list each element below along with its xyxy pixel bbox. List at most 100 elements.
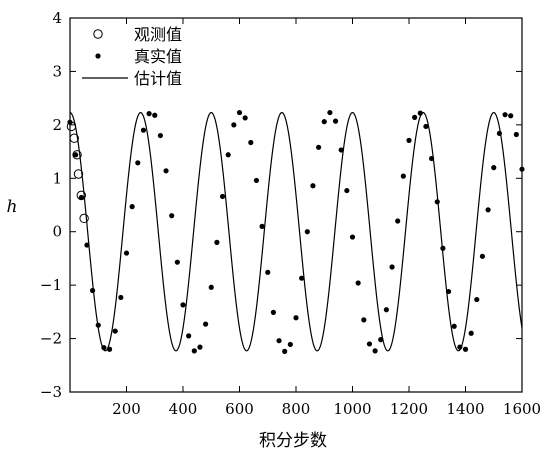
true-point xyxy=(191,348,197,354)
true-point xyxy=(282,348,288,354)
true-point xyxy=(479,253,486,259)
x-tick-label: 800 xyxy=(282,400,311,418)
true-point xyxy=(349,234,356,240)
true-point xyxy=(332,118,339,124)
true-point xyxy=(78,194,84,201)
y-tick-label: 1 xyxy=(52,169,62,187)
true-point xyxy=(287,341,293,348)
x-tick-label: 200 xyxy=(112,400,141,418)
true-point xyxy=(214,239,220,245)
x-axis-label: 积分步数 xyxy=(259,431,327,451)
true-point xyxy=(429,155,435,162)
x-tick-label: 1000 xyxy=(333,400,371,418)
true-point xyxy=(417,110,423,116)
true-point xyxy=(123,250,130,256)
true-point xyxy=(106,346,113,352)
true-point xyxy=(395,218,401,224)
true-point xyxy=(225,152,231,158)
true-point xyxy=(253,177,260,184)
true-point xyxy=(174,259,180,265)
true-point xyxy=(366,341,373,347)
true-point xyxy=(270,309,276,315)
true-point xyxy=(519,166,525,172)
true-point xyxy=(276,338,282,344)
true-series xyxy=(67,109,525,354)
true-point xyxy=(434,199,440,205)
legend-marker-true xyxy=(95,53,101,59)
true-point xyxy=(265,269,271,275)
true-point xyxy=(327,109,333,116)
observed-point xyxy=(66,121,77,132)
observed-point xyxy=(79,213,89,224)
true-point xyxy=(361,317,367,323)
legend-marker-observed xyxy=(93,29,103,39)
axis-ticks: 200 400 600 800 1000 1200 1400 1600 −3 −2 −1 0 1 2 3 4 xyxy=(40,9,541,418)
true-point xyxy=(219,193,226,200)
true-point xyxy=(451,323,457,329)
true-point xyxy=(423,123,429,130)
true-point xyxy=(231,122,237,128)
true-point xyxy=(400,173,406,179)
observed-point xyxy=(76,190,87,201)
true-point xyxy=(112,328,118,334)
x-tick-label: 1400 xyxy=(446,400,484,418)
true-point xyxy=(157,132,163,139)
y-axis-label: h xyxy=(7,197,18,217)
y-tick-label: −2 xyxy=(40,330,62,348)
true-point xyxy=(135,160,141,166)
true-point xyxy=(513,131,519,138)
observed-point xyxy=(73,169,84,179)
true-point xyxy=(90,287,96,294)
x-tick-label: 1600 xyxy=(503,400,541,418)
y-tick-label: 2 xyxy=(52,116,62,134)
true-point xyxy=(502,112,508,118)
y-tick-label: −3 xyxy=(40,383,62,401)
observed-series xyxy=(66,121,89,224)
true-point xyxy=(383,307,389,313)
true-point xyxy=(304,229,310,235)
true-point xyxy=(129,204,135,210)
true-point xyxy=(180,302,186,308)
true-point xyxy=(496,130,502,137)
y-tick-label: 3 xyxy=(52,62,62,80)
true-point xyxy=(338,147,344,153)
true-point xyxy=(474,296,480,303)
y-tick-label: 4 xyxy=(52,9,62,27)
x-tick-label: 400 xyxy=(169,400,198,418)
true-point xyxy=(163,168,169,174)
estimate-line xyxy=(69,111,523,352)
true-point xyxy=(248,139,254,146)
true-point xyxy=(242,115,248,121)
true-point xyxy=(146,111,152,117)
true-point xyxy=(321,119,327,125)
true-point xyxy=(152,112,158,118)
true-point xyxy=(462,346,469,352)
true-point xyxy=(84,242,90,248)
true-point xyxy=(316,144,322,150)
true-point xyxy=(140,127,147,133)
true-point xyxy=(95,322,101,328)
true-point xyxy=(118,294,124,301)
true-point xyxy=(355,280,361,286)
true-point xyxy=(299,275,305,281)
true-point xyxy=(203,321,209,327)
legend-label: 真实值 xyxy=(134,47,182,66)
true-point xyxy=(372,348,378,354)
legend-label: 观测值 xyxy=(134,25,182,44)
estimate-series xyxy=(69,111,523,352)
true-point xyxy=(457,344,463,350)
true-point xyxy=(208,284,214,290)
true-point xyxy=(378,337,384,343)
true-point xyxy=(186,333,192,339)
true-point xyxy=(169,213,175,219)
observed-point xyxy=(72,150,82,160)
true-point xyxy=(485,207,491,213)
true-point xyxy=(197,344,203,350)
true-point xyxy=(406,137,412,143)
true-point xyxy=(236,109,243,116)
true-point xyxy=(389,264,395,270)
legend-label: 估计值 xyxy=(134,69,182,88)
y-tick-label: 0 xyxy=(52,223,62,241)
